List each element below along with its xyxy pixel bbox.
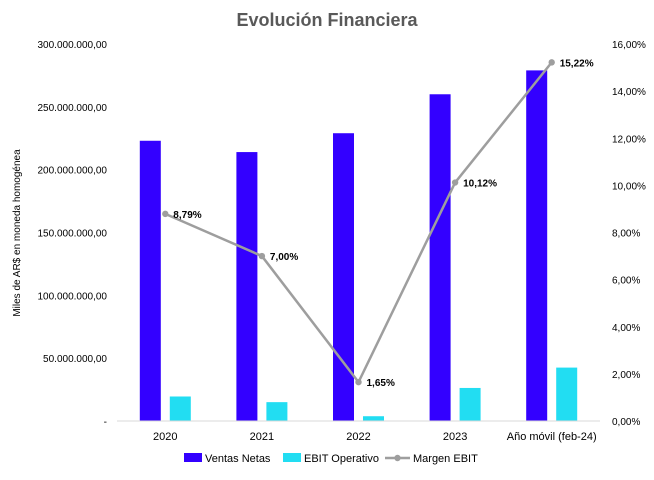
margen-ebit-data-label: 10,12% (463, 179, 497, 190)
left-axis-ticks: - 50.000.000,00 100.000.000,00 150.000.000,… (37, 40, 107, 428)
bar-ventas-netas (526, 70, 548, 421)
margen-ebit-point (162, 210, 169, 218)
bar-ebit-operativo (266, 402, 288, 421)
chart-title: Evolución Financiera (236, 10, 418, 30)
bar-ebit-operativo (556, 367, 578, 421)
left-tick-label: 50.000.000,00 (43, 354, 107, 365)
left-tick-label: - (104, 417, 107, 428)
left-tick-label: 250.000.000,00 (37, 103, 107, 114)
margen-ebit-point (258, 252, 266, 260)
legend-swatch-ebit (283, 453, 301, 462)
legend-label-ebit: EBIT Operativo (304, 453, 379, 465)
right-tick-label: 6,00% (612, 276, 640, 287)
right-tick-label: 12,00% (612, 134, 646, 145)
right-tick-label: 2,00% (612, 370, 640, 381)
bar-ebit-operativo (459, 387, 481, 421)
legend: Ventas Netas EBIT Operativo Margen EBIT (184, 453, 478, 465)
margen-ebit-point (355, 378, 362, 386)
bar-ventas-netas (139, 140, 161, 421)
margen-ebit-point (451, 179, 459, 186)
margen-ebit-line-group: 8,79% 7,00% 1,65% 10,12% 15,22% (162, 58, 594, 389)
margen-ebit-data-label: 1,65% (367, 378, 395, 389)
right-axis-ticks: 0,00% 2,00% 4,00% 6,00% 8,00% 10,00% 12,00% 14,… (612, 40, 646, 428)
bar-ebit-operativo (169, 396, 191, 421)
bar-ventas-netas (236, 152, 258, 421)
margen-ebit-data-label: 7,00% (270, 252, 298, 263)
legend-swatch-ventas (184, 453, 202, 462)
y-axis-title: Miles de AR$ en moneda homogénea (12, 149, 23, 317)
left-tick-label: 100.000.000,00 (37, 291, 107, 302)
right-tick-label: 4,00% (612, 323, 640, 334)
right-tick-label: 14,00% (612, 87, 646, 98)
x-category-label: 2021 (250, 431, 274, 443)
margen-ebit-data-label: 15,22% (560, 58, 594, 69)
bar-ebit-operativo (363, 416, 384, 421)
left-tick-label: 150.000.000,00 (37, 229, 107, 240)
x-category-label: Año móvil (feb-24) (507, 431, 597, 443)
right-tick-label: 16,00% (612, 40, 646, 51)
right-tick-label: 8,00% (612, 229, 640, 240)
right-tick-label: 0,00% (612, 417, 640, 428)
bar-ventas-netas (429, 94, 451, 422)
legend-marker-margen (394, 454, 401, 462)
right-tick-label: 10,00% (612, 181, 646, 192)
left-tick-label: 200.000.000,00 (37, 166, 107, 177)
margen-ebit-line (164, 61, 553, 385)
x-category-label: 2023 (443, 431, 467, 443)
bars-group (139, 70, 578, 422)
legend-label-margen: Margen EBIT (413, 453, 478, 465)
bar-ventas-netas (333, 133, 354, 421)
margen-ebit-point (548, 59, 555, 66)
x-category-label: 2020 (153, 431, 177, 443)
margen-ebit-data-label: 8,79% (173, 210, 201, 221)
x-category-label: 2022 (346, 431, 370, 443)
left-tick-label: 300.000.000,00 (37, 40, 107, 51)
legend-label-ventas: Ventas Netas (205, 453, 271, 465)
x-axis-labels: 2020 2021 2022 2023 Año móvil (feb-24) (153, 431, 597, 443)
